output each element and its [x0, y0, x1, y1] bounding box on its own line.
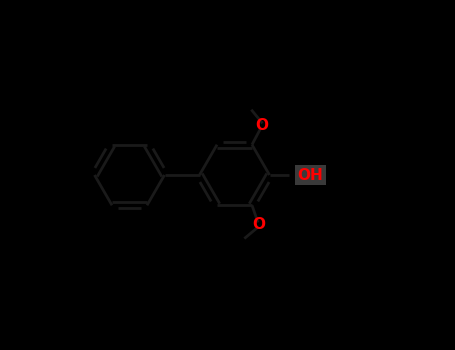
Text: O: O	[252, 217, 265, 232]
Text: OH: OH	[298, 168, 323, 182]
Text: O: O	[255, 118, 268, 133]
